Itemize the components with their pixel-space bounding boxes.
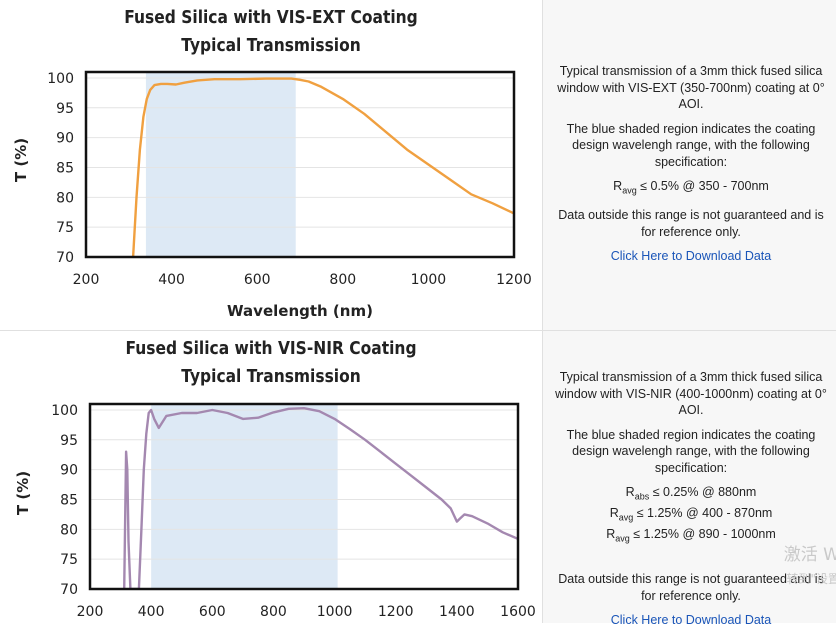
x-tick-label: 1000 (411, 272, 447, 288)
vis-nir-section: Fused Silica with VIS-NIR Coating Typica… (0, 330, 836, 627)
y-axis-label: T (%) (14, 471, 32, 515)
series-line (123, 407, 518, 589)
vis-ext-info-panel: Typical transmission of a 3mm thick fuse… (543, 0, 836, 330)
x-tick-label: 600 (244, 272, 271, 288)
watermark-text-sub: 转到"设置 (786, 572, 836, 586)
series-line (131, 77, 514, 257)
description-text: Typical transmission of a 3mm thick fuse… (555, 370, 827, 417)
disclaimer-text: Data outside this range is not guarantee… (558, 572, 824, 603)
y-tick-label: 100 (51, 403, 78, 419)
x-tick-label: 400 (158, 272, 185, 288)
description-text: Typical transmission of a 3mm thick fuse… (557, 64, 825, 111)
x-tick-label: 1200 (378, 604, 414, 620)
vis-ext-chart-panel: Fused Silica with VIS-EXT Coating Typica… (0, 0, 543, 330)
y-tick-label: 75 (56, 220, 74, 236)
y-tick-label: 90 (60, 463, 78, 479)
vis-ext-section: Fused Silica with VIS-EXT Coating Typica… (0, 0, 836, 330)
chart-title-line1: Fused Silica with VIS-EXT Coating (124, 7, 418, 28)
spec-line: Ravg ≤ 1.25% @ 400 - 870nm (609, 506, 773, 523)
spec-line: Ravg ≤ 0.5% @ 350 - 700nm (613, 179, 769, 196)
x-tick-label: 1600 (500, 604, 536, 620)
x-tick-label: 800 (329, 272, 356, 288)
y-tick-label: 75 (60, 552, 78, 568)
chart-title-line1: Fused Silica with VIS-NIR Coating (125, 338, 417, 359)
y-tick-label: 85 (56, 160, 74, 176)
x-tick-label: 1000 (317, 604, 353, 620)
y-tick-label: 95 (60, 433, 78, 449)
y-tick-label: 70 (56, 250, 74, 266)
y-tick-label: 90 (56, 131, 74, 147)
x-tick-label: 200 (73, 272, 100, 288)
shaded-region (151, 404, 338, 589)
y-tick-label: 70 (60, 582, 78, 598)
y-tick-label: 80 (56, 190, 74, 206)
x-axis-label: Wavelength (nm) (227, 302, 373, 320)
spec-line: Ravg ≤ 1.25% @ 890 - 1000nm (606, 527, 776, 544)
plot-frame (88, 402, 520, 591)
y-tick-label: 85 (60, 492, 78, 508)
y-tick-label: 95 (56, 101, 74, 117)
x-tick-label: 400 (138, 604, 165, 620)
vis-nir-chart-panel: Fused Silica with VIS-NIR Coating Typica… (0, 331, 543, 623)
shaded-region (145, 72, 296, 257)
y-axis-label: T (%) (12, 138, 30, 182)
x-tick-label: 200 (77, 604, 104, 620)
vis-nir-info-panel: Typical transmission of a 3mm thick fuse… (543, 331, 836, 627)
vis-ext-chart: 70 75 80 85 90 95 100 200 400 600 800 1000 1200 Wav… (12, 70, 532, 320)
x-tick-label: 1200 (496, 272, 532, 288)
x-tick-label: 1400 (439, 604, 475, 620)
x-tick-label: 800 (260, 604, 287, 620)
vis-nir-chart: 70 75 80 85 90 95 100 200 400 600 800 1000 1200 1400… (14, 402, 536, 620)
chart-title-line2: Typical Transmission (181, 366, 361, 387)
y-tick-label: 80 (60, 522, 78, 538)
shade-note-text: The blue shaded region indicates the coa… (566, 427, 816, 475)
watermark-text: 激活 W (783, 545, 836, 565)
download-data-link[interactable]: Click Here to Download Data (610, 613, 772, 627)
y-tick-label: 100 (47, 71, 74, 87)
plot-frame (84, 70, 516, 259)
spec-line: Rabs ≤ 0.25% @ 880nm (625, 485, 757, 502)
disclaimer-text: Data outside this range is not guarantee… (558, 208, 824, 239)
shade-note-text: The blue shaded region indicates the coa… (566, 121, 816, 169)
download-data-link[interactable]: Click Here to Download Data (610, 249, 772, 263)
x-tick-label: 600 (199, 604, 226, 620)
chart-title-line2: Typical Transmission (181, 35, 361, 56)
